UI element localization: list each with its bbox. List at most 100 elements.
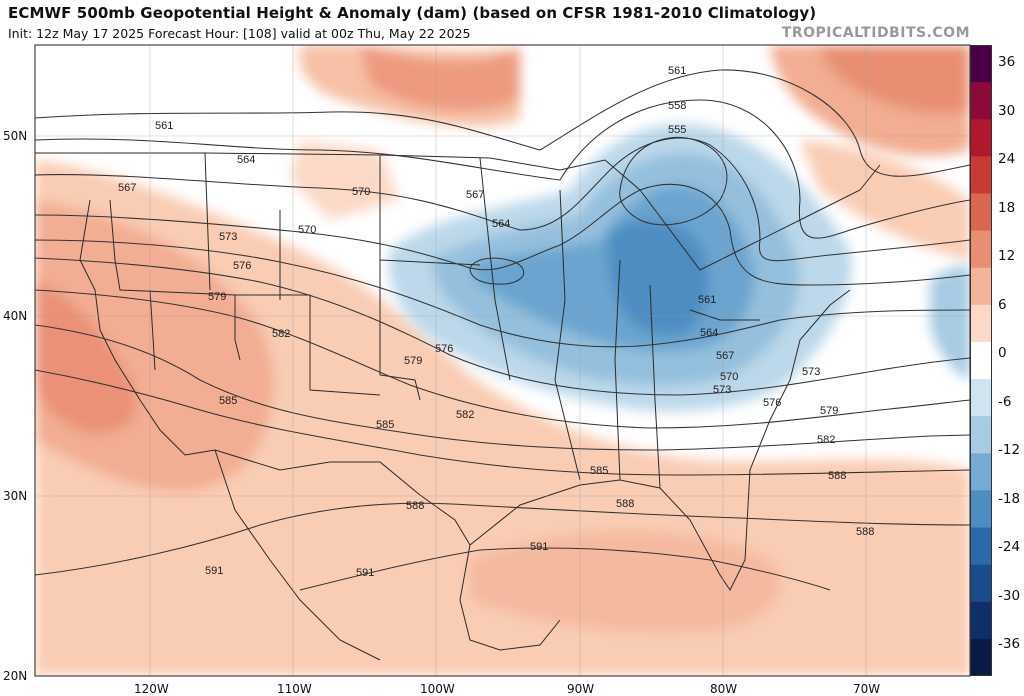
contour-label: 591 bbox=[530, 541, 548, 553]
contour-label: 582 bbox=[456, 409, 474, 421]
height-contours bbox=[35, 69, 970, 591]
contour-label: 588 bbox=[616, 498, 634, 510]
contour-closed-low bbox=[469, 257, 525, 285]
contour-label: 591 bbox=[356, 567, 374, 579]
contour-label: 570 bbox=[298, 224, 316, 236]
brand-watermark: TROPICALTIDBITS.COM bbox=[781, 25, 970, 41]
colorbar-tick-label: 30 bbox=[998, 102, 1016, 119]
colorbar-segment bbox=[970, 416, 992, 454]
contour-label: 588 bbox=[828, 470, 846, 482]
mexico-pacific-coast bbox=[214, 449, 381, 661]
colorbar-tick-label: 24 bbox=[998, 151, 1016, 167]
contour-label: 567 bbox=[466, 189, 484, 201]
contour-576 bbox=[35, 257, 970, 396]
contour-label: 558 bbox=[668, 100, 686, 112]
colorbar-tick-label: -18 bbox=[998, 490, 1021, 507]
colorbar-segment bbox=[970, 564, 992, 603]
contour-579 bbox=[35, 289, 970, 429]
contour-label: 588 bbox=[856, 526, 874, 538]
contour-567 bbox=[35, 137, 970, 262]
contour-label: 561 bbox=[698, 294, 716, 306]
contour-label: 591 bbox=[205, 565, 223, 577]
contour-561 bbox=[35, 69, 970, 177]
colorbar-segment bbox=[970, 304, 992, 343]
contour-591 bbox=[299, 547, 831, 591]
contour-label: 579 bbox=[404, 355, 422, 367]
lon-label: 110W bbox=[277, 682, 312, 696]
colorbar-segment bbox=[970, 230, 992, 269]
political-boundaries bbox=[35, 152, 881, 661]
contour-label: 576 bbox=[435, 343, 453, 355]
contour-label: 561 bbox=[155, 120, 173, 132]
contour-label: 564 bbox=[492, 218, 510, 230]
colorbar-tick-label: -24 bbox=[998, 539, 1021, 555]
colorbar-segment bbox=[970, 490, 992, 529]
colorbar-tick-label: -36 bbox=[998, 636, 1021, 652]
contour-564 bbox=[35, 99, 970, 239]
lon-label: 100W bbox=[420, 682, 455, 696]
contour-label: 570 bbox=[352, 186, 370, 198]
contour-label: 570 bbox=[720, 371, 738, 383]
lon-label: 120W bbox=[134, 682, 169, 696]
contour-582 bbox=[35, 324, 970, 451]
colorbar-segment bbox=[970, 638, 992, 676]
contour-label: 576 bbox=[233, 260, 251, 272]
map-subtitle: Init: 12z May 17 2025 Forecast Hour: [10… bbox=[8, 26, 471, 41]
colorbar-segment bbox=[970, 527, 992, 566]
colorbar-segment bbox=[970, 601, 992, 640]
lat-label: 50N bbox=[3, 129, 27, 143]
lon-label: 90W bbox=[567, 682, 594, 696]
colorbar-tick-label: 18 bbox=[998, 199, 1016, 216]
colorbar-segment bbox=[970, 45, 992, 83]
colorbar-tick-label: 36 bbox=[998, 54, 1016, 70]
us-west-coast bbox=[79, 199, 216, 456]
contour-555-low bbox=[619, 136, 728, 226]
colorbar-tick-label: -6 bbox=[998, 393, 1012, 410]
contour-label: 585 bbox=[376, 419, 394, 431]
contour-label-layer: 561 564 567 570 573 576 579 582 585 588 … bbox=[118, 65, 874, 579]
lat-label: 20N bbox=[3, 669, 27, 683]
contour-label: 576 bbox=[763, 397, 781, 409]
mexico-gulf-coast bbox=[459, 544, 561, 651]
colorbar-segment bbox=[970, 453, 992, 492]
colorbar-tick-label: 6 bbox=[998, 296, 1007, 313]
lat-label: 30N bbox=[3, 489, 27, 503]
colorbar-tick-label: 12 bbox=[998, 248, 1016, 264]
contour-label: 567 bbox=[716, 350, 734, 362]
canada-us-border-east bbox=[639, 164, 881, 271]
map-title: ECMWF 500mb Geopotential Height & Anomal… bbox=[8, 4, 817, 22]
contour-label: 579 bbox=[820, 405, 838, 417]
colorbar-segment bbox=[970, 119, 992, 157]
contour-label: 579 bbox=[208, 291, 226, 303]
contour-label: 582 bbox=[817, 434, 835, 446]
colorbar-segment bbox=[970, 193, 992, 232]
contour-label: 567 bbox=[118, 182, 136, 194]
contour-570 bbox=[35, 183, 970, 286]
colorbar-segment bbox=[970, 379, 992, 417]
colorbar-segment bbox=[970, 156, 992, 195]
us-mexico-border bbox=[214, 449, 471, 546]
colorbar-segment bbox=[970, 267, 992, 306]
contour-label: 573 bbox=[802, 366, 820, 378]
contour-label: 585 bbox=[219, 395, 237, 407]
contour-label: 564 bbox=[237, 154, 255, 166]
colorbar bbox=[970, 45, 992, 676]
grid-lines bbox=[35, 45, 970, 676]
contour-label: 555 bbox=[668, 124, 686, 136]
contour-label: 588 bbox=[406, 500, 424, 512]
colorbar-tick-label: -12 bbox=[998, 442, 1021, 458]
contour-label: 561 bbox=[668, 65, 686, 77]
contour-label: 573 bbox=[713, 384, 731, 396]
contour-573 bbox=[35, 239, 970, 348]
contour-588 bbox=[35, 502, 970, 576]
colorbar-segment bbox=[970, 341, 992, 380]
contour-label: 585 bbox=[590, 465, 608, 477]
us-gulf-east-coast bbox=[469, 289, 851, 591]
anomaly-shading bbox=[35, 45, 970, 676]
colorbar-tick-label: 0 bbox=[998, 345, 1007, 361]
contour-label: 573 bbox=[219, 231, 237, 243]
colorbar-segment bbox=[970, 82, 992, 120]
lon-label: 80W bbox=[710, 682, 737, 696]
lon-label: 70W bbox=[853, 682, 880, 696]
